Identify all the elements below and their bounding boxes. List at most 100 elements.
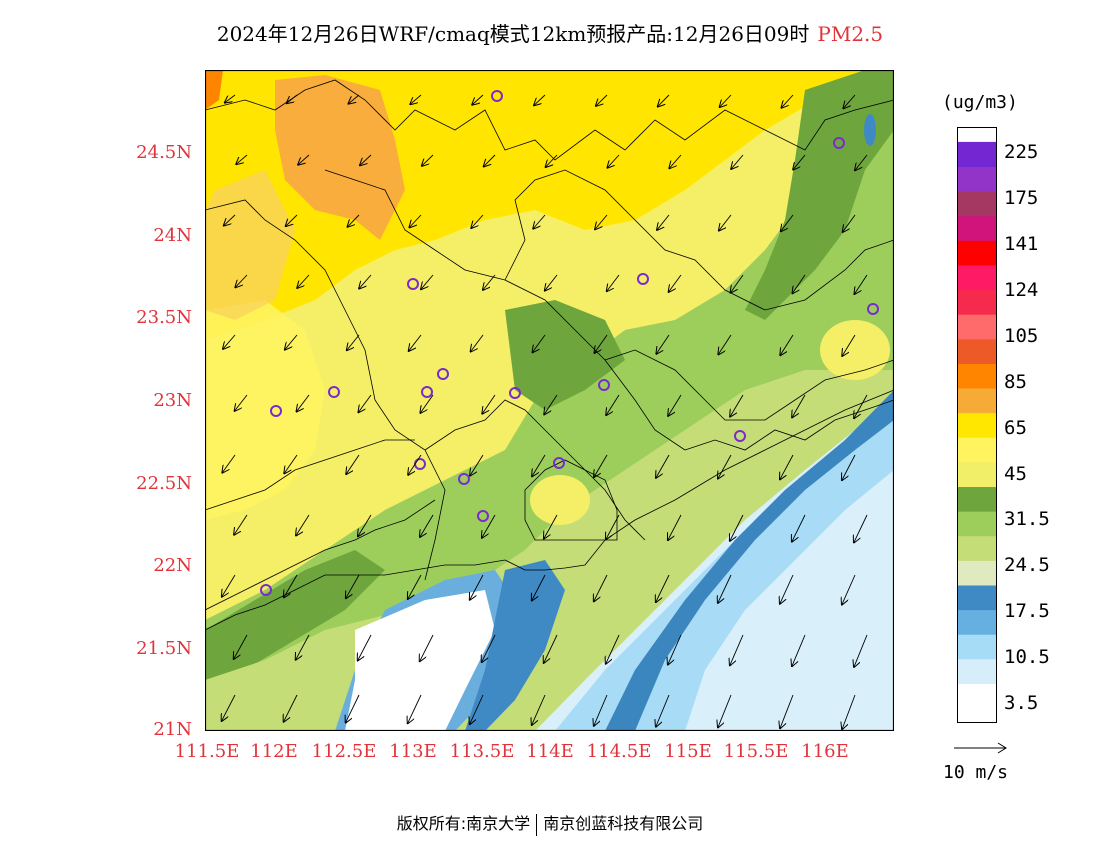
wind-arrow — [347, 334, 360, 350]
wind-arrow — [606, 634, 620, 664]
city-marker — [491, 90, 503, 102]
wind-arrow — [408, 454, 422, 475]
wind-arrow — [408, 574, 422, 599]
wind-arrow — [668, 394, 682, 416]
wind-arrow — [234, 634, 248, 659]
title-text: 2024年12月26日WRF/cmaq模式12km预报产品:12月26日09时 — [216, 22, 810, 46]
wind-arrow — [234, 514, 248, 535]
colorbar-label: 175 — [1004, 187, 1039, 209]
wind-arrow — [730, 514, 744, 541]
wind-arrow — [854, 274, 868, 294]
colorbar-segment — [958, 215, 996, 241]
lat-tick-label: 23N — [153, 390, 192, 411]
lake-ne — [864, 114, 876, 146]
wind-arrow — [854, 514, 868, 542]
wind-reference-label: 10 m/s — [943, 762, 1009, 783]
city-marker — [734, 430, 746, 442]
lon-tick-label: 114.5E — [586, 741, 652, 762]
wind-arrow — [669, 154, 682, 168]
wind-arrow — [482, 514, 496, 538]
dark-green-coast — [205, 550, 385, 680]
wind-arrow — [792, 634, 806, 666]
wind-arrow — [730, 394, 744, 417]
wind-arrow — [297, 274, 310, 288]
lat-tick-label: 21N — [153, 719, 192, 740]
city-marker — [458, 473, 470, 485]
colorbar-label: 3.5 — [1004, 692, 1039, 714]
wind-arrow — [471, 334, 484, 352]
wind-arrow — [656, 454, 670, 478]
wind-arrow — [658, 94, 670, 106]
wind-arrow — [596, 94, 608, 106]
wind-arrow — [792, 274, 806, 293]
wind-reference-arrow — [954, 742, 1007, 754]
city-marker — [437, 368, 449, 380]
lon-tick-label: 112.5E — [311, 741, 377, 762]
wind-arrow — [470, 454, 484, 476]
wind-arrow — [346, 454, 360, 474]
wind-arrow — [780, 694, 794, 728]
city-marker — [598, 379, 610, 391]
wind-arrow — [546, 154, 558, 167]
wind-arrow — [843, 94, 856, 108]
wind-arrow — [854, 394, 868, 418]
wind-arrow — [532, 454, 546, 476]
legend-unit: (ug/m3) — [942, 92, 1018, 113]
wind-arrow — [224, 214, 236, 226]
colorbar-label: 24.5 — [1004, 554, 1050, 576]
wind-arrow — [222, 454, 236, 473]
wind-arrow — [532, 574, 546, 601]
colorbar-label: 45 — [1004, 463, 1027, 485]
colorbar-segment — [958, 461, 996, 488]
wind-arrow — [781, 214, 794, 231]
wind-arrow — [409, 214, 422, 227]
colorbar-segment — [958, 191, 996, 217]
wind-arrow — [223, 334, 236, 349]
wind-arrow — [720, 94, 732, 107]
wind-arrow — [358, 514, 372, 536]
wind-arrow — [730, 634, 744, 665]
wind-arrow — [287, 94, 298, 103]
colorbar-segment — [958, 585, 996, 611]
city-marker — [260, 584, 272, 596]
wind-arrow — [484, 154, 496, 166]
wind-arrow — [296, 634, 310, 660]
colorbar-segment — [958, 240, 996, 266]
wind-arrow — [656, 574, 670, 602]
wind-arrow — [595, 214, 608, 229]
wind-arrow — [533, 334, 546, 352]
wind-arrow — [854, 634, 868, 667]
wind-arrow — [780, 454, 794, 479]
copyright-separator — [536, 813, 538, 836]
wind-arrow — [409, 334, 422, 351]
wind-arrow — [606, 394, 620, 415]
wind-arrow — [657, 214, 670, 230]
wind-arrow — [222, 694, 236, 721]
wind-arrow — [420, 634, 434, 661]
lon-tick-label: 115E — [664, 741, 712, 762]
colorbar-segment — [958, 609, 996, 635]
wind-arrow — [594, 454, 608, 477]
wind-arrow — [594, 694, 608, 726]
copyright: 版权所有:南京大学 南京创蓝科技有限公司 — [0, 810, 1100, 836]
wind-arrow — [346, 574, 360, 598]
lat-tick-label: 23.5N — [136, 307, 192, 328]
wind-arrow — [718, 694, 732, 727]
lon-tick-label: 116E — [801, 741, 849, 762]
wind-arrow — [544, 514, 558, 539]
wind-arrow — [843, 214, 856, 232]
colorbar-segment — [958, 363, 996, 389]
lon-tick-label: 112E — [250, 741, 298, 762]
wind-arrow — [842, 574, 856, 605]
sea-mid-blue — [605, 390, 894, 731]
wind-arrow — [358, 394, 372, 412]
lat-tick-label: 24.5N — [136, 142, 192, 163]
wind-arrow — [358, 634, 372, 660]
wind-arrow — [607, 154, 620, 168]
wind-arrow — [410, 94, 422, 104]
wind-arrow — [594, 574, 608, 601]
city-marker — [553, 457, 565, 469]
colorbar-label: 225 — [1004, 141, 1039, 163]
city-marker — [421, 386, 433, 398]
wind-arrow — [348, 214, 360, 227]
